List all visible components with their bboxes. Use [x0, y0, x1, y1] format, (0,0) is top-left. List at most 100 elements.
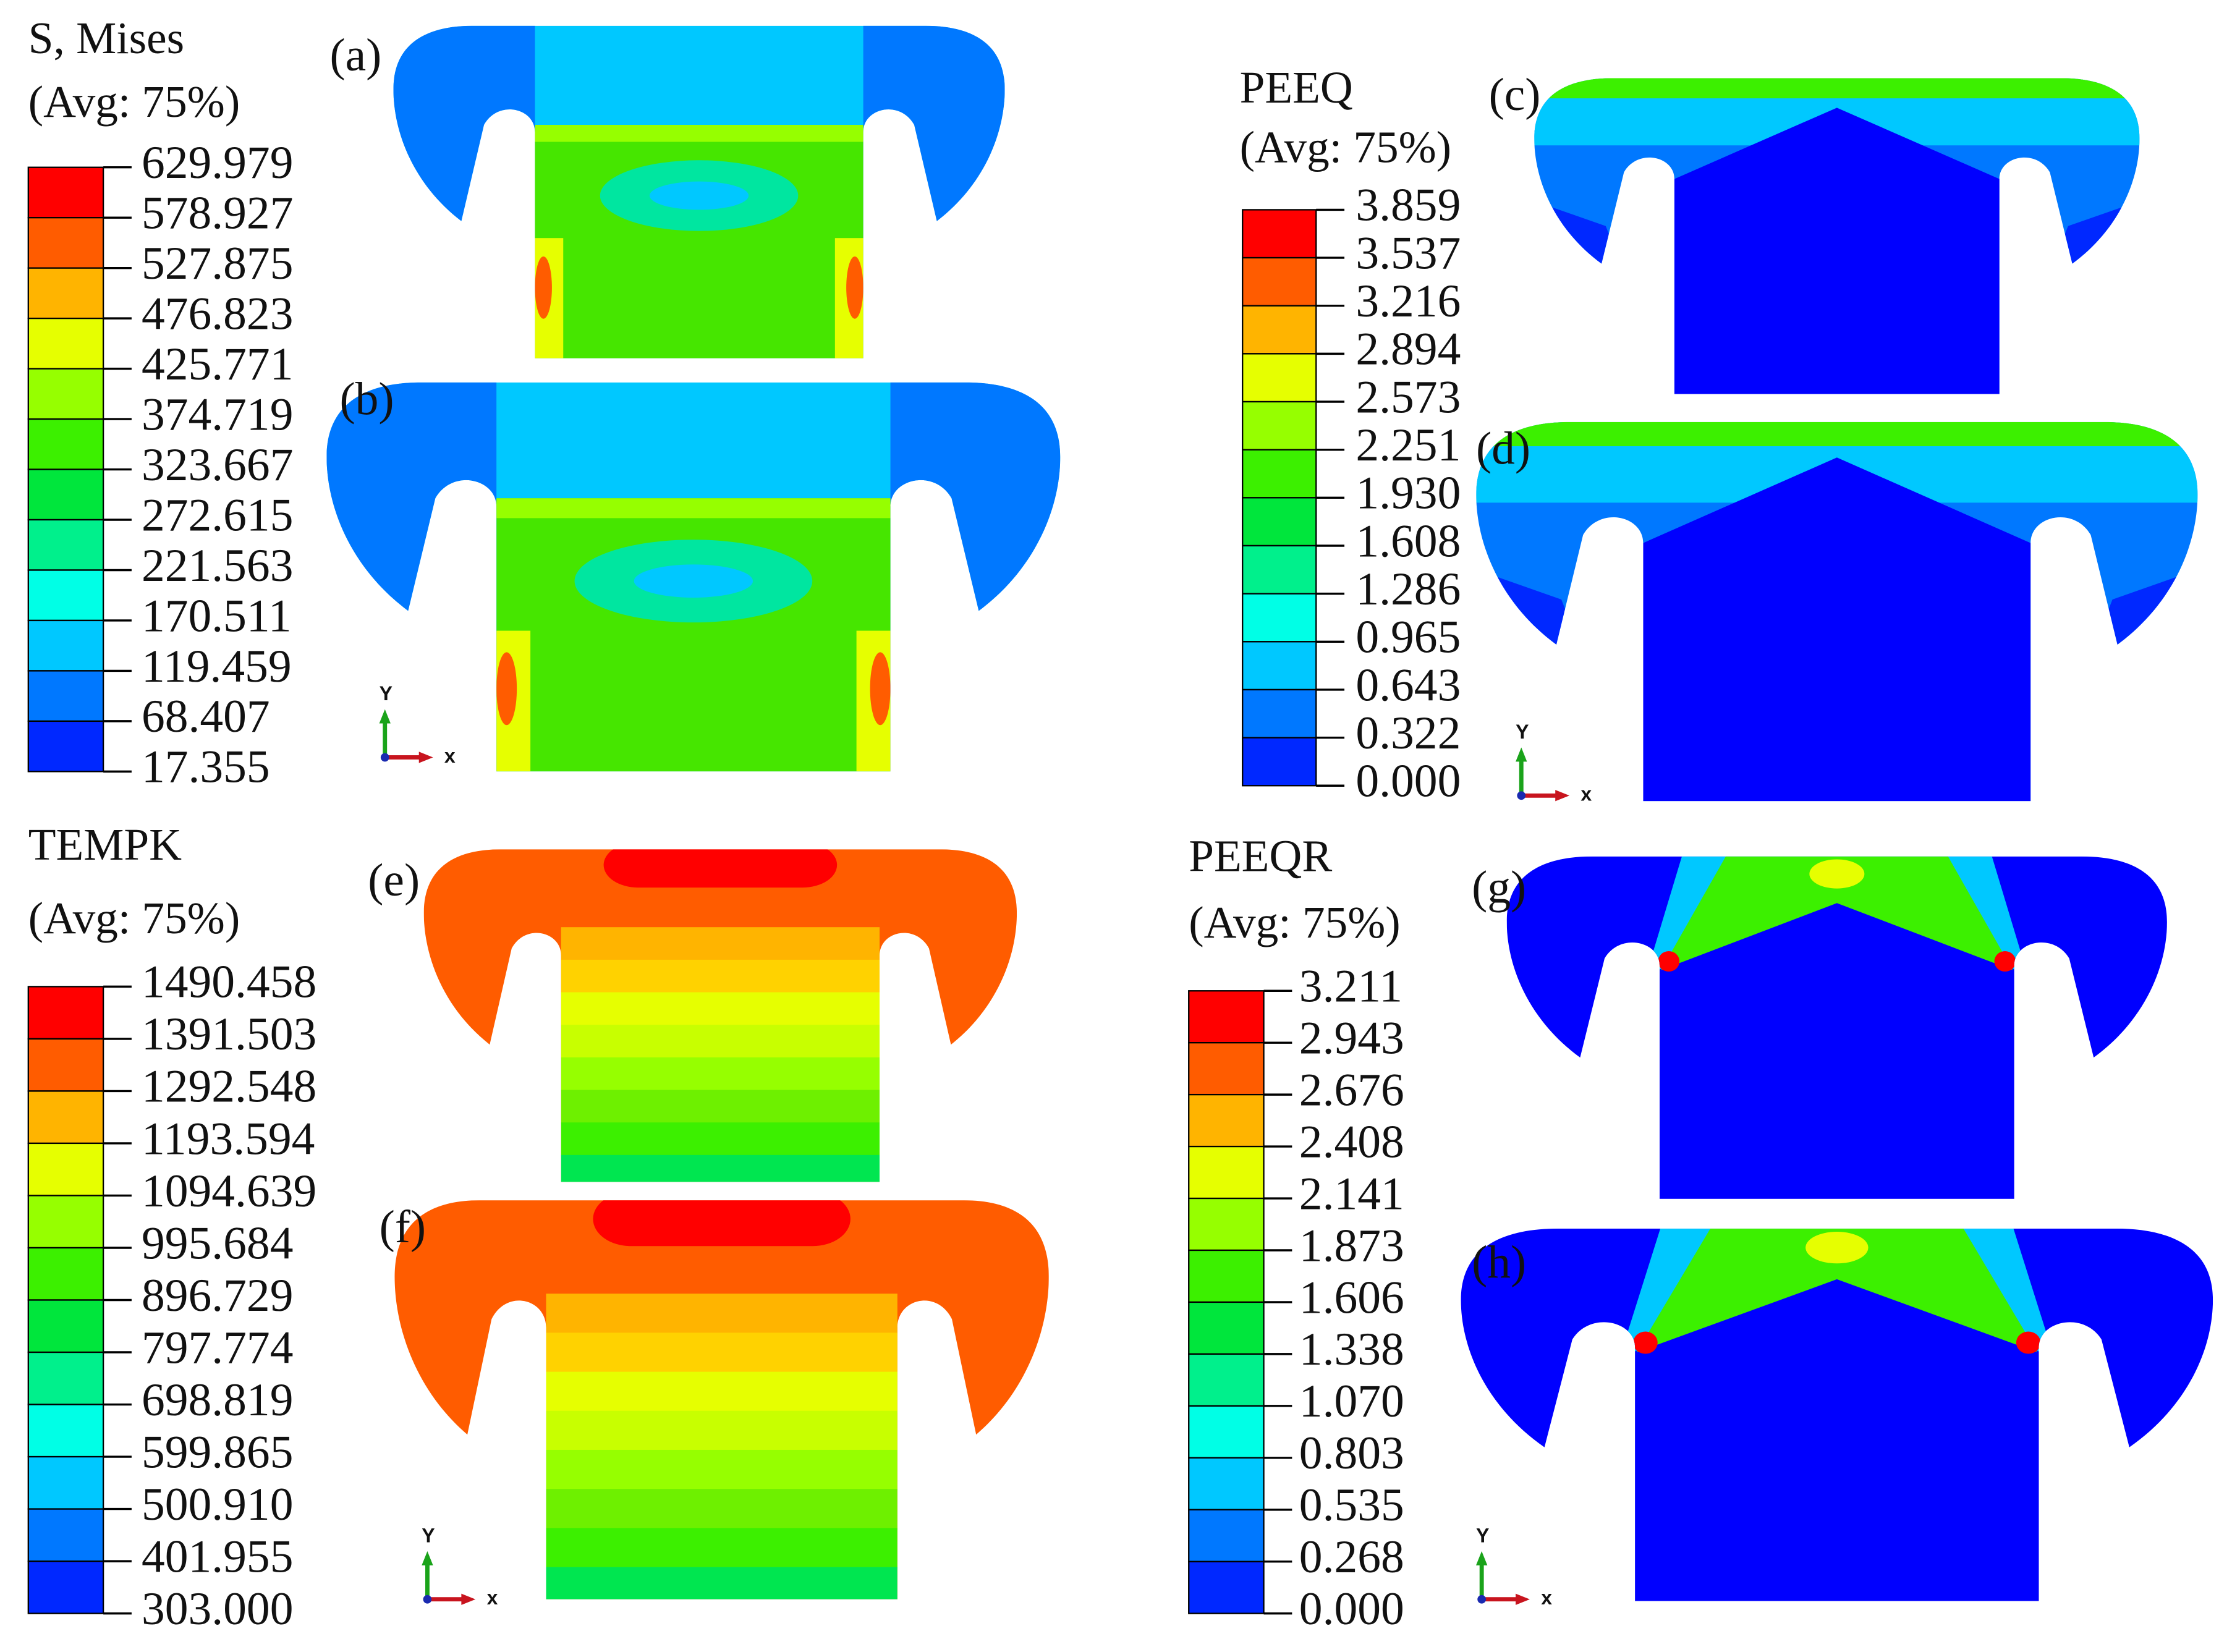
contour — [870, 652, 891, 726]
contour — [1636, 1228, 2037, 1352]
legend: PEEQ (Avg: 75%) 3.8593.5373.2162.8942.5732… — [1240, 62, 1461, 807]
contour — [535, 125, 863, 142]
triad-origin — [1517, 791, 1526, 800]
color-band — [1188, 1405, 1265, 1459]
legend-label: 578.927 — [142, 188, 294, 239]
legend-label: 2.676 — [1299, 1064, 1404, 1116]
color-band — [27, 468, 104, 521]
legend-label: 2.894 — [1356, 324, 1461, 375]
color-band — [27, 569, 104, 622]
legend: TEMPK(Avg: 75%)1490.4581391.5031292.5481… — [27, 820, 316, 1635]
legend-subtitle: (Avg: 75%) — [1240, 122, 1451, 172]
contour — [546, 1489, 897, 1530]
color-band — [1242, 305, 1317, 355]
contour — [561, 992, 880, 1027]
triad-y-label: Y — [422, 1524, 435, 1546]
contour — [561, 1057, 880, 1091]
contour — [561, 1025, 880, 1059]
legend-label: 476.823 — [142, 288, 294, 339]
legend-label: 1292.548 — [142, 1061, 316, 1112]
color-band — [27, 1455, 104, 1510]
contour-fill — [393, 25, 1005, 358]
color-band — [27, 418, 104, 470]
contour-plot — [1461, 1228, 2213, 1601]
legend-subtitle: (Avg: 75%) — [28, 893, 240, 943]
contour — [546, 1332, 897, 1374]
legend-label: 599.865 — [142, 1426, 294, 1478]
color-band — [1242, 641, 1317, 691]
axis-triad: Yx — [1475, 1524, 1552, 1609]
legend-label: 0.268 — [1299, 1531, 1404, 1583]
contour — [561, 1090, 880, 1124]
legend-label: 3.211 — [1299, 961, 1402, 1012]
legend-label: 2.141 — [1299, 1168, 1404, 1219]
contour — [561, 927, 880, 962]
contour-plot — [394, 1200, 1049, 1599]
contour — [546, 1528, 897, 1569]
color-band — [27, 1351, 104, 1405]
legend-label: 3.216 — [1356, 276, 1461, 327]
legend-label: 0.000 — [1299, 1583, 1404, 1635]
legend-label: 3.859 — [1356, 180, 1461, 231]
triad-y-label: Y — [1516, 721, 1529, 743]
color-band — [27, 670, 104, 722]
legend-label: 401.955 — [142, 1531, 294, 1582]
color-band — [1242, 737, 1317, 787]
panel-label: (b) — [339, 373, 394, 425]
contour — [1805, 1232, 1869, 1264]
legend-label: 0.803 — [1299, 1428, 1404, 1479]
legend-label: 527.875 — [142, 238, 294, 289]
legend-label: 1.608 — [1356, 515, 1461, 567]
contour — [593, 1200, 851, 1247]
color-band — [1188, 1353, 1265, 1407]
contour — [326, 382, 497, 772]
legend-label: 3.537 — [1356, 227, 1461, 279]
color-band — [27, 317, 104, 370]
contour — [634, 564, 753, 598]
contour-plot — [326, 382, 1061, 772]
color-band — [1188, 1197, 1265, 1252]
color-band — [1188, 1093, 1265, 1148]
axis-triad: Yx — [379, 682, 456, 767]
legend-label: 119.459 — [142, 641, 292, 692]
triad-x-label: x — [487, 1586, 498, 1609]
contour — [546, 1371, 897, 1413]
triad-y-head — [379, 709, 391, 724]
contour — [546, 1449, 897, 1491]
legend-label: 0.965 — [1356, 612, 1461, 663]
triad-x-label: x — [1541, 1586, 1552, 1609]
color-band — [1188, 1301, 1265, 1355]
contour — [603, 849, 838, 888]
contour — [393, 25, 535, 358]
legend-label: 698.819 — [142, 1375, 294, 1426]
legend-label: 1.070 — [1299, 1376, 1404, 1427]
triad-y-head — [1516, 747, 1527, 762]
legend-label: 500.910 — [142, 1479, 294, 1530]
legend-label: 1094.639 — [142, 1166, 316, 1217]
color-band — [1242, 400, 1317, 451]
contour — [1534, 78, 2140, 99]
legend-label: 323.667 — [142, 439, 294, 491]
legend-title: TEMPK — [28, 820, 182, 870]
color-band — [1188, 1145, 1265, 1200]
legend-label: 0.322 — [1356, 708, 1461, 759]
contour — [561, 959, 880, 994]
triad-x-head — [1516, 1593, 1530, 1605]
color-band — [1188, 990, 1265, 1044]
contour — [496, 498, 891, 519]
color-band — [1242, 593, 1317, 643]
contour — [846, 256, 863, 319]
color-band — [27, 986, 104, 1040]
triad-origin — [1477, 1595, 1487, 1604]
legend-label: 995.684 — [142, 1218, 294, 1269]
triad-y-label: Y — [1476, 1524, 1489, 1546]
contour — [1633, 1331, 1658, 1354]
panel-label: (c) — [1489, 69, 1541, 121]
color-band — [1188, 1249, 1265, 1303]
color-band — [1242, 449, 1317, 499]
contour — [2016, 1331, 2041, 1354]
legend-label: 629.979 — [142, 137, 294, 188]
legend-label: 68.407 — [142, 691, 270, 742]
panel-label: (e) — [368, 855, 420, 906]
color-band — [1242, 256, 1317, 307]
